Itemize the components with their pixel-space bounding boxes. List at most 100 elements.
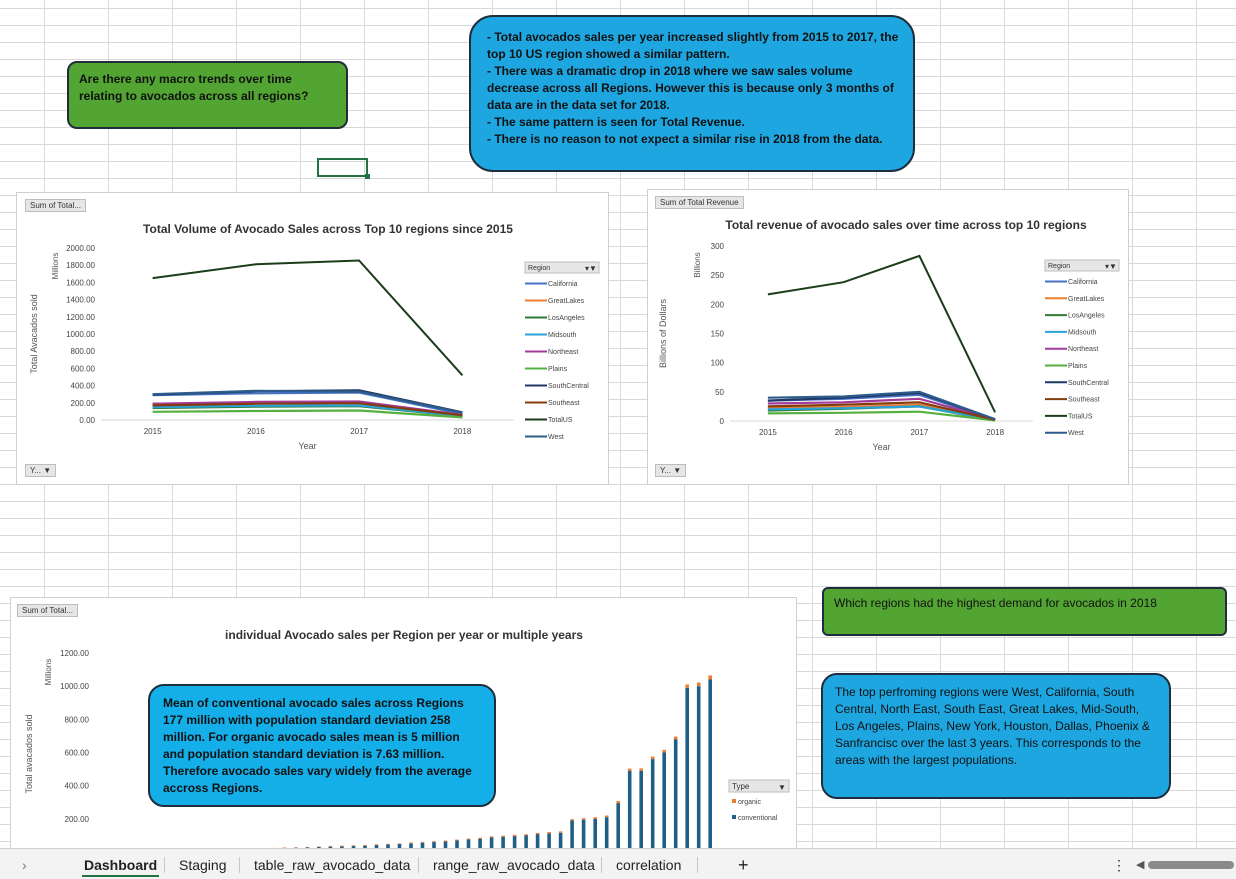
legend-entry: SouthCentral xyxy=(548,383,589,390)
question-box-highest-demand[interactable]: Which regions had the highest demand for… xyxy=(822,587,1227,636)
y-tick-label: 0 xyxy=(720,417,725,426)
selected-cell[interactable] xyxy=(317,158,368,177)
bar-organic xyxy=(524,834,528,835)
summary-line-3: - The same pattern is seen for Total Rev… xyxy=(487,114,899,131)
y-tick-label: 600.00 xyxy=(65,749,90,758)
axis-field-button[interactable]: Y... ▼ xyxy=(25,464,56,477)
bar-conventional xyxy=(674,739,678,848)
y-axis-title: Total Avacados sold xyxy=(29,294,39,373)
tab-separator xyxy=(418,857,419,873)
add-sheet-icon[interactable]: + xyxy=(736,855,751,875)
bar-organic xyxy=(559,831,563,832)
tab-separator xyxy=(164,857,165,873)
tab-staging[interactable]: Staging xyxy=(177,855,228,875)
tab-range-raw-avocado-data[interactable]: range_raw_avocado_data xyxy=(431,855,597,875)
x-tick-label: 2015 xyxy=(144,427,162,436)
legend-swatch xyxy=(732,815,736,819)
bar-conventional xyxy=(570,821,574,849)
y-axis-title: Total avacados sold xyxy=(24,714,34,793)
bar-conventional xyxy=(513,836,517,848)
legend-title: Region xyxy=(1048,263,1070,270)
bar-organic xyxy=(697,683,701,687)
bar-conventional xyxy=(628,771,632,848)
summary-line-1: - Total avocados sales per year increase… xyxy=(487,29,899,63)
y-tick-label: 2000.00 xyxy=(66,244,95,253)
legend-entry: Northeast xyxy=(548,349,578,356)
filter-icon: ▾▼ xyxy=(585,264,597,273)
bar-organic xyxy=(513,835,517,836)
chart-title: Total Volume of Avocado Sales across Top… xyxy=(143,222,513,236)
legend-entry: conventional xyxy=(738,815,778,822)
more-options-icon[interactable]: ⋮ xyxy=(1110,855,1128,875)
bar-conventional xyxy=(708,680,712,849)
field-button[interactable]: Sum of Total... xyxy=(17,604,78,617)
bar-organic xyxy=(685,685,689,688)
bar-conventional xyxy=(639,771,643,848)
x-tick-label: 2018 xyxy=(453,427,471,436)
legend-entry: Southeast xyxy=(548,400,580,407)
bar-conventional xyxy=(559,833,563,848)
prev-sheet-icon[interactable]: › xyxy=(20,855,29,875)
tab-separator xyxy=(697,857,698,873)
bar-conventional xyxy=(593,819,597,848)
field-button[interactable]: Sum of Total Revenue xyxy=(655,196,744,209)
y-axis-units: Millions xyxy=(44,659,53,686)
y-tick-label: 400.00 xyxy=(65,782,90,791)
y-tick-label: 800.00 xyxy=(65,715,90,724)
legend-entry: Plains xyxy=(1068,363,1088,370)
y-axis-title: Billions of Dollars xyxy=(658,298,668,368)
legend-entry: GreatLakes xyxy=(548,298,585,305)
legend-entry: California xyxy=(1068,279,1098,286)
bar-conventional xyxy=(444,841,448,848)
y-tick-label: 600.00 xyxy=(71,364,96,373)
y-axis-units: Millions xyxy=(51,253,60,280)
question-text: Which regions had the highest demand for… xyxy=(834,596,1157,610)
bar-organic xyxy=(375,844,379,845)
sheet-tab-bar: › Dashboard Staging table_raw_avocado_da… xyxy=(0,848,1236,879)
bar-organic xyxy=(536,833,540,834)
y-tick-label: 1800.00 xyxy=(66,261,95,270)
volume-line-chart[interactable]: Total Volume of Avocado Sales across Top… xyxy=(16,192,609,485)
bar-organic xyxy=(651,757,655,760)
legend-entry: Northeast xyxy=(1068,346,1098,353)
field-button[interactable]: Sum of Total... xyxy=(25,199,86,212)
top-regions-text: The top perfroming regions were West, Ca… xyxy=(835,685,1150,767)
y-tick-label: 1200.00 xyxy=(66,313,95,322)
tab-separator xyxy=(239,857,240,873)
bar-conventional xyxy=(501,837,505,848)
horizontal-scrollbar[interactable] xyxy=(1148,861,1234,869)
legend-entry: Plains xyxy=(548,366,568,373)
y-tick-label: 200.00 xyxy=(65,815,90,824)
chart-title: individual Avocado sales per Region per … xyxy=(225,628,583,642)
tab-correlation[interactable]: correlation xyxy=(614,855,683,875)
tab-dashboard[interactable]: Dashboard xyxy=(82,855,159,877)
bar-organic xyxy=(317,847,321,848)
summary-notes-box[interactable]: - Total avocados sales per year increase… xyxy=(469,15,915,172)
legend-entry: LosAngeles xyxy=(1068,313,1105,320)
bar-organic xyxy=(708,675,712,679)
legend-title: Type xyxy=(732,782,750,791)
y-tick-label: 200.00 xyxy=(71,399,96,408)
bar-organic xyxy=(398,843,402,844)
tab-table-raw-avocado-data[interactable]: table_raw_avocado_data xyxy=(252,855,412,875)
axis-field-button[interactable]: Y... ▼ xyxy=(655,464,686,477)
bar-conventional xyxy=(651,759,655,848)
y-tick-label: 400.00 xyxy=(71,382,96,391)
revenue-line-chart[interactable]: Total revenue of avocado sales over time… xyxy=(647,189,1129,485)
volume-chart-svg: Total Volume of Avocado Sales across Top… xyxy=(17,193,609,485)
series-line-totalus xyxy=(768,256,995,412)
bar-conventional xyxy=(478,839,482,848)
bar-organic xyxy=(352,845,356,846)
summary-line-4: - There is no reason to not expect a sim… xyxy=(487,131,899,148)
legend-entry: Midsouth xyxy=(548,332,577,339)
scroll-left-icon[interactable]: ◀ xyxy=(1134,855,1146,875)
question-box-macro-trends[interactable]: Are there any macro trends over time rel… xyxy=(67,61,348,129)
top-regions-box[interactable]: The top perfroming regions were West, Ca… xyxy=(821,673,1171,799)
axis-field-label: Y... xyxy=(660,466,671,475)
bar-organic xyxy=(386,844,390,845)
legend-entry: Midsouth xyxy=(1068,329,1097,336)
tab-separator xyxy=(601,857,602,873)
bar-conventional xyxy=(616,803,620,848)
bar-conventional xyxy=(455,840,459,848)
mean-stats-box[interactable]: Mean of conventional avocado sales acros… xyxy=(148,684,496,807)
